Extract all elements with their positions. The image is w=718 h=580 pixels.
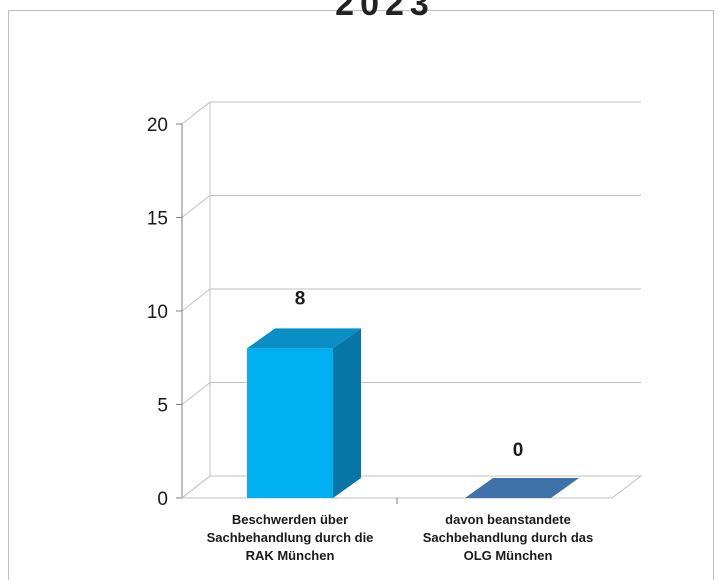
gridline-depth-20	[181, 101, 211, 125]
category-label-1-line-3: RAK München	[246, 548, 335, 563]
y-tick-label-15: 15	[147, 209, 168, 230]
bar-1-side	[333, 328, 361, 498]
gridline-depth-15	[181, 195, 211, 218]
bar-1-front	[247, 348, 333, 498]
category-label-1-line-2: Sachbehandlung durch die	[207, 530, 374, 545]
chart-frame: 2023	[8, 0, 714, 580]
y-tick-label-5: 5	[157, 396, 168, 417]
gridline-depth-5	[181, 382, 211, 405]
gridline-depth-10	[181, 288, 211, 312]
category-label-2-line-1: davon beanstandete	[445, 512, 571, 527]
category-label-2-line-2: Sachbehandlung durch das	[423, 530, 593, 545]
bar-1-top	[247, 328, 361, 349]
y-tick-label-10: 10	[147, 302, 168, 323]
bar-2-flat	[465, 478, 579, 498]
y-tick-label-0: 0	[157, 489, 168, 510]
chart-title-cut-off: 2023	[335, 0, 435, 23]
y-tick-label-20: 20	[147, 115, 168, 136]
data-label-1: 8	[295, 288, 306, 309]
category-label-2-line-3: OLG München	[464, 548, 553, 563]
category-label-1-line-1: Beschwerden über	[232, 512, 348, 527]
data-label-2: 0	[513, 440, 524, 461]
